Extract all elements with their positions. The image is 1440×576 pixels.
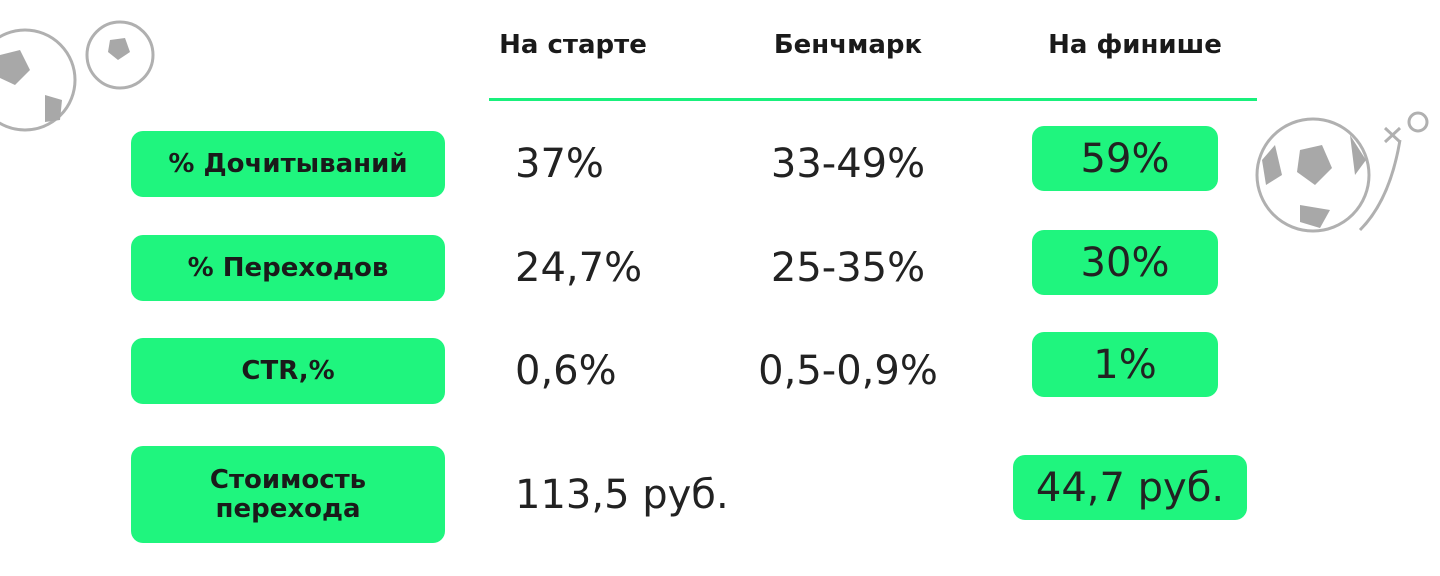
row-label-text: % Переходов	[187, 252, 389, 283]
benchmark-value: 25-35%	[770, 245, 926, 291]
benchmark-value: 33-49%	[770, 141, 926, 187]
row-label-text: CTR,%	[241, 355, 335, 386]
row-label: CTR,%	[131, 338, 445, 404]
finish-value: 59%	[1032, 126, 1218, 191]
row-label: Стоимость перехода	[131, 446, 445, 543]
start-value: 37%	[515, 141, 604, 187]
row-label-text: Стоимость перехода	[209, 464, 367, 524]
start-value: 24,7%	[515, 245, 643, 291]
row-label: % Переходов	[131, 235, 445, 301]
finish-value: 1%	[1032, 332, 1218, 397]
column-header: На старте	[499, 30, 647, 60]
finish-value: 30%	[1032, 230, 1218, 295]
benchmark-value: 0,5-0,9%	[758, 348, 938, 394]
header-rule	[489, 98, 1257, 101]
column-header: Бенчмарк	[773, 30, 923, 60]
start-value: 113,5 руб.	[515, 471, 729, 518]
finish-value: 44,7 руб.	[1013, 455, 1247, 520]
row-label: % Дочитываний	[131, 131, 445, 197]
column-header: На финише	[1048, 30, 1222, 60]
row-label-text: % Дочитываний	[168, 148, 408, 179]
start-value: 0,6%	[515, 348, 617, 394]
